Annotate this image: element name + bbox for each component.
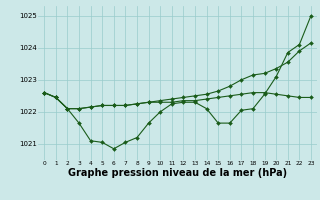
X-axis label: Graphe pression niveau de la mer (hPa): Graphe pression niveau de la mer (hPa) bbox=[68, 168, 287, 178]
